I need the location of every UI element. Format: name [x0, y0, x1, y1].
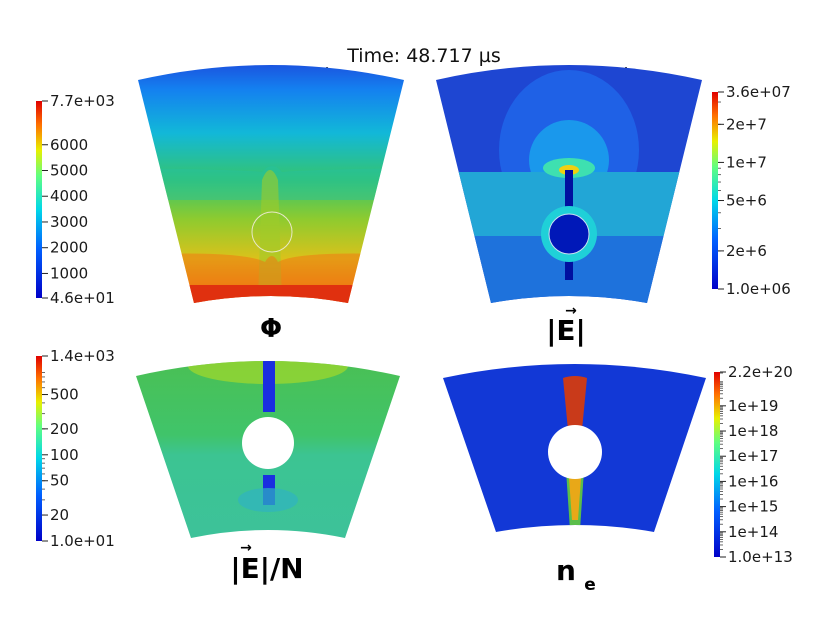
- panel-phi: Φ: [138, 65, 404, 344]
- panel-reduced-field: |E|/N →: [136, 361, 400, 585]
- svg-text:→: →: [565, 303, 577, 319]
- colorbar-tick-label: 1e+17: [728, 447, 778, 465]
- colorbar-tick-label: 2e+6: [726, 242, 767, 260]
- colorbar-electron-density: 2.2e+20 1e+14 1e+15 1e+16 1e+17 1e+18 1e+19 1.0…: [714, 363, 793, 566]
- colorbar-tick-label: 1e+14: [728, 523, 778, 541]
- colorbar-max-label: 1.4e+03: [50, 347, 115, 365]
- panel-label-e-over-n: |E|/N →: [230, 540, 303, 585]
- svg-text:|E|/N: |E|/N: [230, 552, 303, 585]
- colorbar-reduced-field: 1.4e+03 20 50 100 200 500 1.0e+01: [36, 347, 115, 550]
- colorbar-max-label: 7.7e+03: [50, 92, 115, 110]
- colorbar-tick-label: 2e+7: [726, 115, 767, 133]
- panel-label-e: |E| →: [546, 303, 586, 347]
- colorbar-e-field: 3.6e+07 2e+6 5e+6 1e+7 2e+7 1.0e+06: [712, 83, 791, 298]
- colorbar-tick-label: 50: [50, 472, 69, 490]
- colorbar-tick-label: 5000: [50, 161, 88, 179]
- colorbar-tick-label: 5e+6: [726, 192, 767, 210]
- colorbar-tick-label: 200: [50, 420, 79, 438]
- svg-text:→: →: [240, 540, 252, 556]
- colorbar-tick-label: 3000: [50, 213, 88, 231]
- colorbar-tick-label: 1e+18: [728, 422, 778, 440]
- colorbar-max-label: 3.6e+07: [726, 83, 791, 101]
- colorbar-tick-label: 1e+19: [728, 397, 778, 415]
- svg-text:|E|: |E|: [546, 314, 586, 347]
- colorbar-tick-label: 4000: [50, 187, 88, 205]
- electrode-circle: [242, 417, 294, 469]
- colorbar-min-label: 4.6e+01: [50, 289, 115, 307]
- colorbar-phi: 7.7e+03 1000 2000 3000 4000 5000 6000 4.6e+01: [36, 92, 115, 307]
- svg-text:n: n: [556, 554, 576, 587]
- colorbar-min-label: 1.0e+01: [50, 532, 115, 550]
- colorbar-tick-label: 1000: [50, 264, 88, 282]
- colorbar-tick-label: 500: [50, 386, 79, 404]
- panel-label-ne: n e: [556, 554, 596, 595]
- electrode-circle: [548, 425, 602, 479]
- colorbar-tick-label: 20: [50, 506, 69, 524]
- colorbar-tick-label: 1e+7: [726, 153, 767, 171]
- colorbar-tick-label: 1e+15: [728, 498, 778, 516]
- colorbar-tick-label: 100: [50, 446, 79, 464]
- colorbar-min-label: 1.0e+13: [728, 548, 793, 566]
- panel-electron-density: n e: [443, 364, 706, 595]
- figure-title: Time: 48.717 µs: [346, 45, 500, 67]
- colorbar-min-label: 1.0e+06: [726, 280, 791, 298]
- colorbar-tick-label: 6000: [50, 136, 88, 154]
- electrode-circle: [251, 211, 293, 253]
- colorbar-max-label: 2.2e+20: [728, 363, 793, 381]
- colorbar-tick-label: 2000: [50, 239, 88, 257]
- svg-text:e: e: [584, 575, 596, 595]
- panel-e-field: |E| →: [436, 65, 702, 347]
- electrode-circle: [548, 213, 590, 255]
- panel-label-phi: Φ: [260, 314, 282, 344]
- colorbar-tick-label: 1e+16: [728, 472, 778, 490]
